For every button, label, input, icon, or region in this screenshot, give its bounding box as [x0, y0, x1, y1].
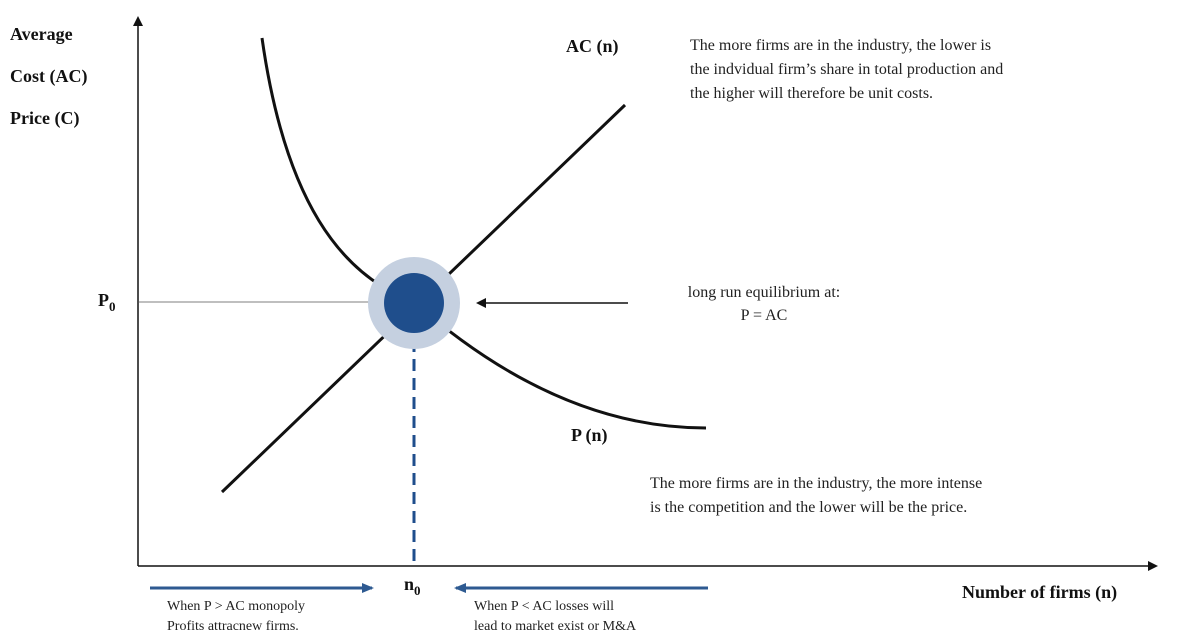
y-axis-label-line-1: Average	[10, 24, 73, 44]
ac-curve-label: AC (n)	[566, 36, 619, 57]
exit-note-line-1: When P < AC losses will	[474, 599, 614, 614]
p0-letter: P	[98, 290, 109, 310]
p-curve	[260, 37, 707, 430]
p0-label: P0	[98, 290, 116, 314]
ac-note-line-1: The more firms are in the industry, the …	[690, 37, 991, 54]
equilibrium-note-line-1: long run equilibrium at:	[688, 284, 840, 301]
entry-note-line-2: Profits attracnew firms.	[167, 619, 299, 634]
p-note-line-1: The more firms are in the industry, the …	[650, 475, 982, 492]
equilibrium-dot	[384, 273, 444, 333]
y-axis-label-line-2: Cost (AC)	[10, 66, 87, 87]
p-curve-label: P (n)	[571, 425, 608, 446]
y-axis-label-line-3: Price (C)	[10, 108, 79, 129]
p-note-line-2: is the competition and the lower will be…	[650, 499, 967, 516]
p0-subscript: 0	[109, 299, 116, 314]
x-axis-label: Number of firms (n)	[962, 582, 1117, 603]
entry-note-line-1: When P > AC monopoly	[167, 599, 305, 614]
exit-note-line-2: lead to market exist or M&A	[474, 619, 637, 634]
equilibrium-note-line-2: P = AC	[741, 307, 788, 324]
n0-label: n0	[404, 574, 421, 598]
n0-subscript: 0	[414, 583, 421, 598]
n0-letter: n	[404, 574, 414, 594]
ac-note-line-2: the indvidual firm’s share in total prod…	[690, 61, 1003, 78]
ac-note-line-3: the higher will therefore be unit costs.	[690, 85, 933, 102]
